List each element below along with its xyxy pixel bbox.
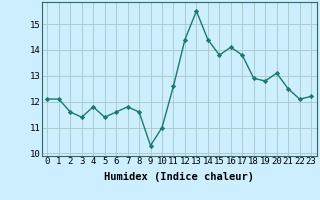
X-axis label: Humidex (Indice chaleur): Humidex (Indice chaleur) bbox=[104, 172, 254, 182]
